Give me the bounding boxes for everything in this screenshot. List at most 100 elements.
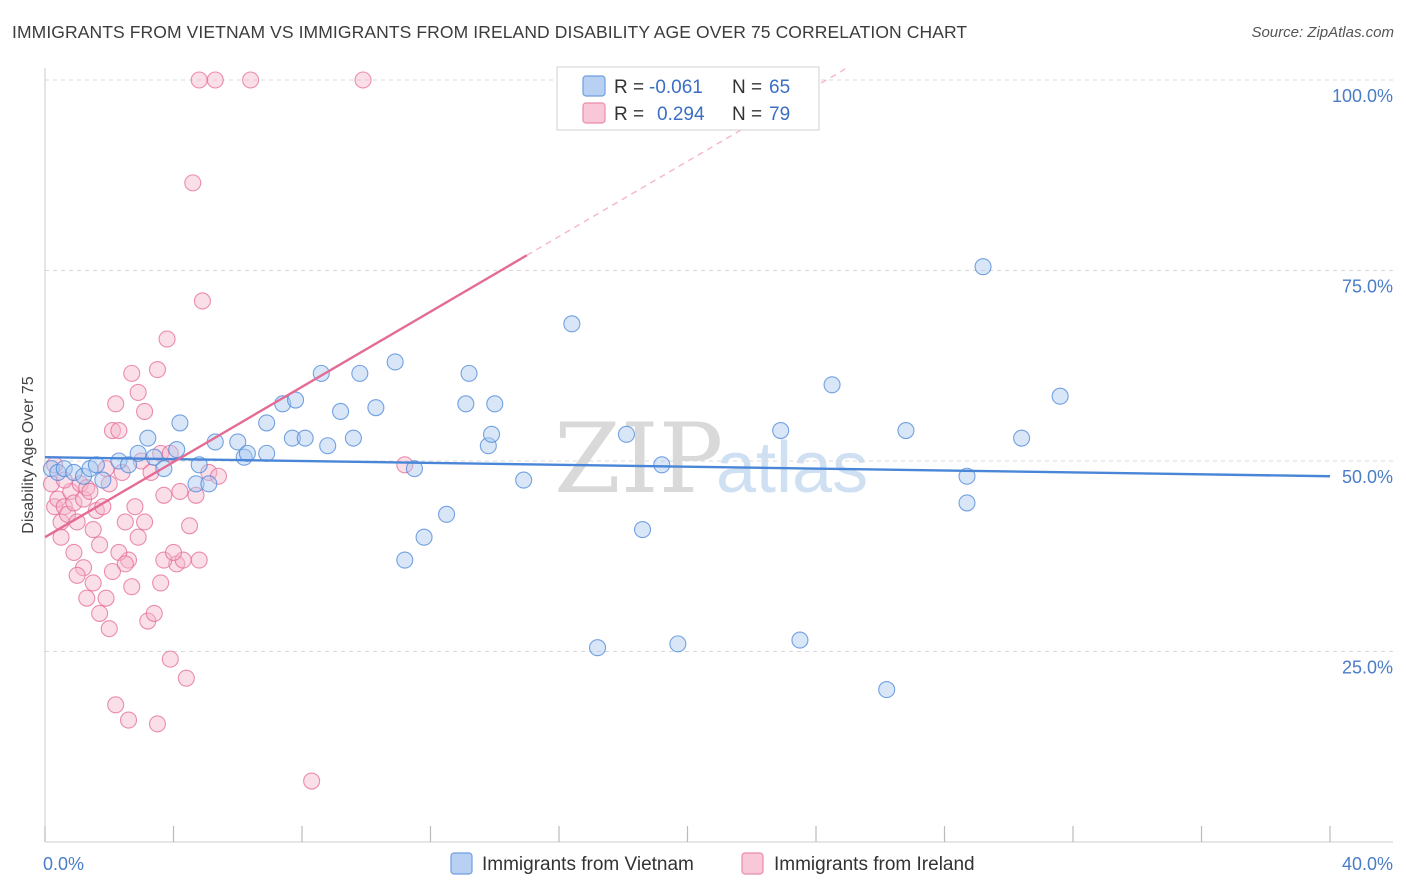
- vietnam-point: [229, 433, 247, 451]
- vietnam-point: [588, 639, 607, 657]
- bottom-legend-ireland: Immigrants from Ireland: [774, 854, 975, 875]
- vietnam-point: [897, 421, 915, 440]
- vietnam-point: [367, 399, 385, 417]
- vietnam-point: [139, 429, 157, 447]
- series-legend: Immigrants from Vietnam Immigrants from …: [450, 852, 975, 875]
- vietnam-point: [331, 402, 350, 421]
- ireland-point: [116, 555, 134, 573]
- grid-lines: [45, 79, 1393, 652]
- ireland-point: [65, 494, 83, 512]
- vietnam-point: [633, 521, 652, 539]
- legend-n-label-vietnam: N =: [732, 77, 762, 98]
- vietnam-point: [515, 471, 533, 489]
- legend-n-value-vietnam: 65: [769, 77, 790, 98]
- ireland-point: [116, 513, 134, 531]
- ireland-trend-line: [44, 254, 528, 539]
- vietnam-point: [486, 395, 504, 413]
- vietnam-point: [110, 452, 128, 470]
- vietnam-point: [168, 441, 186, 459]
- y-tick-label: 100.0%: [1332, 86, 1393, 106]
- ireland-point: [100, 620, 118, 638]
- bottom-legend-vietnam: Immigrants from Vietnam: [482, 854, 694, 875]
- ireland-point: [52, 528, 70, 546]
- ireland-point: [206, 71, 224, 89]
- tick-labels: 25.0% 50.0% 75.0% 100.0% 0.0% 40.0%: [43, 86, 1393, 874]
- vietnam-point: [563, 315, 581, 333]
- ireland-point: [123, 578, 141, 596]
- ireland-point: [193, 292, 211, 310]
- legend-n-label-ireland: N =: [732, 104, 762, 125]
- x-tick-label-right: 40.0%: [1342, 854, 1393, 874]
- vietnam-point: [438, 505, 456, 523]
- legend-r-label-ireland: R =: [614, 104, 644, 125]
- ireland-point: [164, 543, 183, 561]
- vietnam-points: [42, 258, 1069, 699]
- ireland-point: [161, 650, 179, 668]
- ireland-point: [145, 604, 163, 622]
- ireland-point: [91, 604, 109, 622]
- ireland-point: [155, 486, 173, 504]
- vietnam-point: [55, 460, 73, 478]
- ireland-point: [107, 395, 125, 413]
- vietnam-point: [823, 376, 841, 394]
- ireland-point: [123, 364, 141, 382]
- vietnam-point: [171, 414, 189, 432]
- x-tick-label-left: 0.0%: [43, 854, 84, 874]
- ireland-point: [103, 562, 122, 581]
- vietnam-point: [200, 475, 218, 493]
- ireland-point: [129, 528, 147, 546]
- ireland-point: [110, 421, 128, 440]
- legend-swatch-ireland: [582, 102, 606, 124]
- ireland-point: [68, 566, 86, 584]
- vietnam-point: [653, 456, 671, 474]
- trend-lines: [44, 66, 1331, 539]
- ireland-point: [190, 71, 208, 89]
- vietnam-point: [974, 258, 992, 276]
- vietnam-point: [65, 463, 83, 481]
- ireland-point: [158, 330, 176, 348]
- vietnam-point: [319, 437, 337, 455]
- vietnam-point: [119, 456, 138, 474]
- bottom-legend-swatch-ireland: [741, 852, 764, 875]
- legend-n-value-ireland: 79: [769, 104, 790, 125]
- ireland-point: [107, 696, 125, 714]
- vietnam-point: [405, 460, 423, 478]
- vietnam-point: [460, 364, 478, 382]
- ireland-point: [190, 551, 208, 569]
- vietnam-point: [482, 425, 501, 443]
- source-credit: Source: ZipAtlas.com: [1251, 24, 1394, 41]
- ireland-point: [303, 772, 321, 790]
- vietnam-point: [1013, 429, 1031, 447]
- vietnam-point: [296, 429, 314, 447]
- vietnam-trend-line: [44, 455, 1331, 478]
- legend-r-value-ireland: 0.294: [657, 104, 705, 125]
- ireland-point: [148, 715, 166, 733]
- vietnam-point: [258, 414, 276, 432]
- y-axis-label: Disability Age Over 75: [20, 376, 37, 534]
- ireland-point: [148, 361, 166, 379]
- ireland-point: [65, 543, 83, 561]
- vietnam-point: [190, 456, 208, 474]
- vietnam-point: [145, 448, 163, 466]
- vietnam-point: [415, 528, 433, 546]
- legend-r-value-vietnam: -0.061: [649, 77, 703, 98]
- ireland-point: [129, 383, 147, 401]
- ireland-point: [396, 456, 414, 474]
- legend-swatch-vietnam: [582, 75, 606, 97]
- ireland-point: [242, 71, 260, 89]
- vietnam-point: [772, 421, 790, 440]
- vietnam-point: [283, 429, 301, 447]
- chart-title: IMMIGRANTS FROM VIETNAM VS IMMIGRANTS FR…: [12, 22, 968, 42]
- ireland-point: [84, 521, 102, 539]
- vietnam-point: [258, 444, 276, 462]
- ireland-point: [171, 482, 189, 501]
- ireland-point: [136, 513, 154, 531]
- bottom-legend-swatch-vietnam: [450, 852, 473, 875]
- ireland-point: [126, 498, 144, 516]
- y-tick-label: 75.0%: [1342, 277, 1393, 297]
- legend-r-label-vietnam: R =: [614, 77, 644, 98]
- vietnam-point: [878, 681, 896, 699]
- correlation-legend: R = -0.061 N = 65 R = 0.294 N = 79: [556, 66, 820, 131]
- ireland-point: [152, 574, 170, 592]
